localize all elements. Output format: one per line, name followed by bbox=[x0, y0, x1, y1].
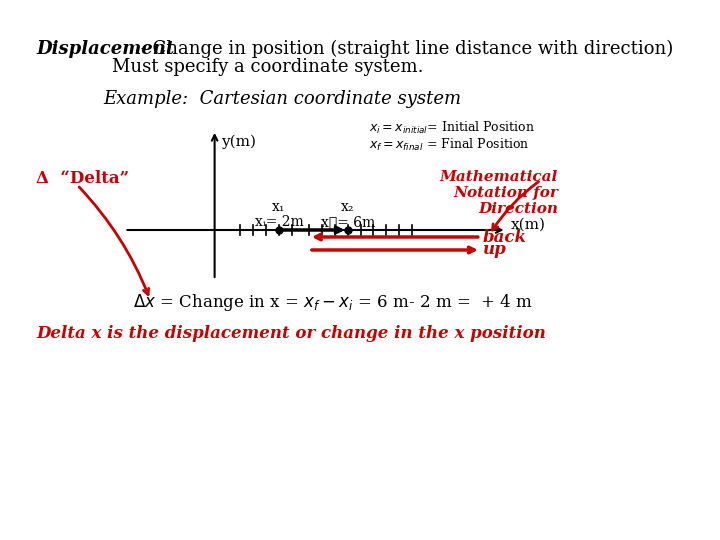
Text: Example:  Cartesian coordinate system: Example: Cartesian coordinate system bbox=[103, 90, 461, 108]
Text: x(m): x(m) bbox=[510, 218, 546, 232]
Text: - Change in position (straight line distance with direction): - Change in position (straight line dist… bbox=[135, 40, 673, 58]
Text: $\Delta x$ = Change in x = $x_f - x_i$ = 6 m- 2 m =  + 4 m: $\Delta x$ = Change in x = $x_f - x_i$ =… bbox=[133, 292, 533, 313]
Text: xᵢ= 2m: xᵢ= 2m bbox=[255, 215, 303, 229]
Text: x₁: x₁ bbox=[272, 200, 286, 214]
Text: $x_i = x_{initial}$= Initial Position: $x_i = x_{initial}$= Initial Position bbox=[369, 120, 535, 136]
Text: Mathematical
Notation for
Direction: Mathematical Notation for Direction bbox=[440, 170, 558, 217]
Text: Displacement: Displacement bbox=[36, 40, 174, 58]
Text: x₂: x₂ bbox=[341, 200, 354, 214]
Text: y(m): y(m) bbox=[222, 135, 256, 150]
Text: Must specify a coordinate system.: Must specify a coordinate system. bbox=[112, 58, 423, 76]
Text: back: back bbox=[482, 228, 526, 246]
Text: x႔= 6m: x႔= 6m bbox=[320, 215, 375, 229]
Text: $x_f = x_{final}$ = Final Position: $x_f = x_{final}$ = Final Position bbox=[369, 137, 529, 153]
Text: up: up bbox=[482, 241, 506, 259]
Text: Δ  “Delta”: Δ “Delta” bbox=[36, 170, 129, 187]
Text: Delta x is the displacement or change in the x position: Delta x is the displacement or change in… bbox=[36, 325, 546, 342]
